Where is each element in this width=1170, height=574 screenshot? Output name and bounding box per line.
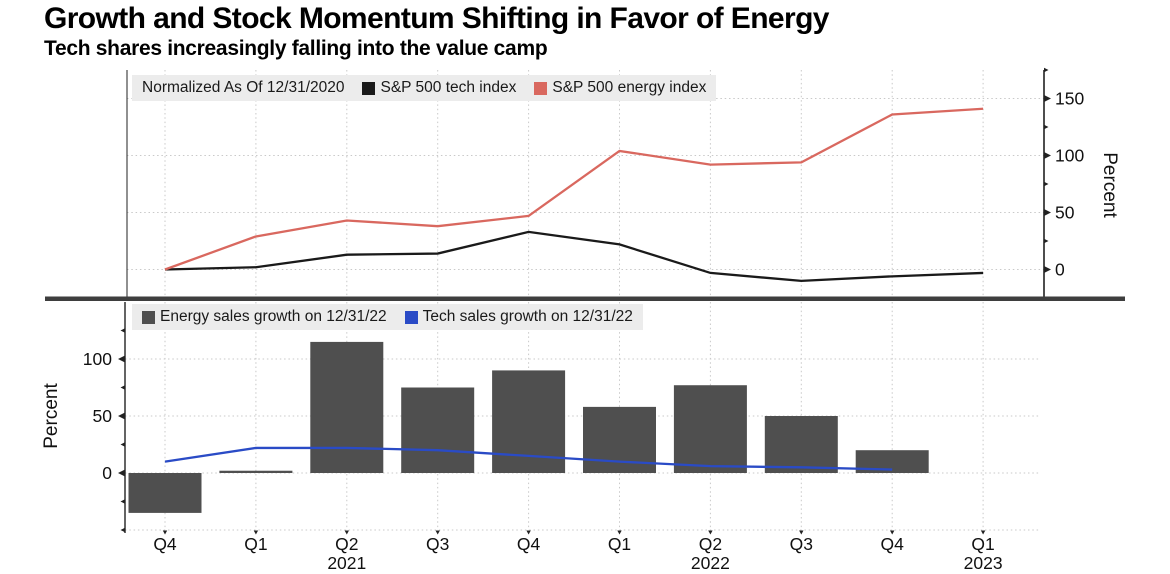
x-axis-tick bbox=[890, 530, 895, 535]
right-axis-minor-tick bbox=[1044, 181, 1049, 187]
energy-index-line bbox=[164, 107, 984, 271]
left-axis-major-tick bbox=[118, 412, 125, 420]
tech-index-swatch-icon bbox=[362, 81, 376, 95]
energy-sales-bar bbox=[764, 416, 838, 473]
right-axis-minor-tick bbox=[1044, 67, 1049, 73]
legend-item-tech-sales: Tech sales growth on 12/31/22 bbox=[404, 308, 633, 326]
x-axis-tick bbox=[708, 530, 713, 535]
right-axis-tick-label: 150 bbox=[1055, 89, 1084, 109]
top-chart-y-axis-label: Percent bbox=[1099, 152, 1120, 218]
legend-item-energy-index: S&P 500 energy index bbox=[534, 79, 706, 97]
energy-sales-swatch-icon bbox=[142, 310, 155, 324]
x-axis-tick-label: Q4 bbox=[881, 534, 905, 554]
x-axis-tick-label: Q1 bbox=[244, 534, 267, 554]
tech-index-line bbox=[164, 230, 984, 283]
x-axis-tick-label: Q1 bbox=[608, 534, 631, 554]
x-axis-tick-label: Q2 bbox=[699, 534, 722, 554]
x-axis-tick bbox=[435, 530, 440, 535]
tech-index-label: S&P 500 tech index bbox=[380, 79, 517, 96]
x-axis-year-label: 2022 bbox=[691, 553, 730, 573]
energy-sales-bar bbox=[855, 450, 929, 473]
right-axis-major-tick bbox=[1044, 152, 1051, 159]
x-axis-tick bbox=[980, 530, 986, 535]
left-axis-minor-tick bbox=[120, 442, 125, 447]
right-axis-minor-tick bbox=[1044, 238, 1049, 244]
x-axis-year-label: 2023 bbox=[964, 553, 1003, 573]
x-axis-tick-label: Q2 bbox=[335, 534, 358, 554]
x-axis-tick-label: Q3 bbox=[790, 534, 813, 554]
right-axis-tick-label: 50 bbox=[1055, 203, 1075, 223]
left-axis-major-tick bbox=[118, 355, 125, 363]
left-axis-major-tick bbox=[118, 469, 125, 477]
energy-sales-bar bbox=[128, 473, 202, 513]
left-axis-minor-tick bbox=[120, 499, 125, 504]
energy-sales-bar bbox=[673, 385, 747, 473]
energy-index-label: S&P 500 energy index bbox=[552, 79, 707, 96]
left-axis-minor-tick bbox=[120, 385, 125, 390]
energy-sales-label: Energy sales growth on 12/31/22 bbox=[160, 308, 387, 325]
panel-separator bbox=[45, 296, 1125, 301]
left-axis-minor-tick bbox=[120, 328, 125, 333]
legend-item-tech-index: S&P 500 tech index bbox=[362, 79, 516, 97]
top-chart-panel: 0 50 100 150 Percent bbox=[126, 67, 1120, 298]
top-chart-legend: Normalized As Of 12/31/2020 S&P 500 tech… bbox=[132, 75, 717, 101]
tech-sales-swatch-icon bbox=[404, 310, 418, 324]
energy-index-swatch-icon bbox=[534, 81, 548, 95]
x-axis-tick-label: Q4 bbox=[153, 534, 177, 554]
chart-title: Growth and Stock Momentum Shifting in Fa… bbox=[44, 2, 830, 35]
tech-sales-line bbox=[164, 446, 893, 471]
x-axis-tick bbox=[253, 530, 259, 535]
energy-sales-bar bbox=[310, 341, 384, 473]
chart-subtitle: Tech shares increasingly falling into th… bbox=[44, 37, 548, 60]
x-axis-tick-label: Q3 bbox=[426, 534, 449, 554]
x-axis-tick bbox=[344, 530, 349, 535]
right-axis-major-tick bbox=[1044, 266, 1051, 273]
x-axis-tick bbox=[162, 530, 168, 535]
left-axis-tick-label: 100 bbox=[83, 349, 112, 369]
x-axis-tick-label: Q1 bbox=[971, 534, 994, 554]
x-axis-tick bbox=[799, 530, 804, 535]
x-axis: Q4 Q1 Q2 Q3 Q4 Q1 Q2 Q3 Q4 Q1 2021 2022 2023 bbox=[153, 530, 1003, 573]
right-axis-major-tick bbox=[1044, 95, 1051, 102]
x-axis-tick bbox=[526, 530, 531, 535]
left-axis-minor-tick bbox=[120, 527, 125, 533]
x-axis-tick bbox=[617, 530, 622, 535]
energy-sales-bar bbox=[219, 470, 293, 473]
left-axis-tick-label: 50 bbox=[93, 406, 113, 426]
right-axis-tick-label: 0 bbox=[1055, 260, 1065, 280]
x-axis-tick-label: Q4 bbox=[517, 534, 541, 554]
bottom-chart-y-axis-label: Percent bbox=[41, 383, 62, 449]
right-axis-major-tick bbox=[1044, 209, 1051, 216]
legend-note: Normalized As Of 12/31/2020 bbox=[142, 79, 345, 96]
tech-sales-label: Tech sales growth on 12/31/22 bbox=[422, 308, 633, 325]
energy-sales-bar bbox=[401, 387, 475, 473]
bottom-chart-legend: Energy sales growth on 12/31/22 Tech sal… bbox=[132, 304, 643, 330]
legend-item-energy-sales: Energy sales growth on 12/31/22 bbox=[142, 308, 387, 326]
bottom-chart-panel: 0 50 100 Percent bbox=[41, 302, 1040, 533]
right-axis-tick-label: 100 bbox=[1055, 146, 1084, 166]
right-axis-minor-tick bbox=[1044, 124, 1049, 130]
x-axis-year-label: 2021 bbox=[327, 553, 366, 573]
left-axis-tick-label: 0 bbox=[102, 463, 112, 483]
